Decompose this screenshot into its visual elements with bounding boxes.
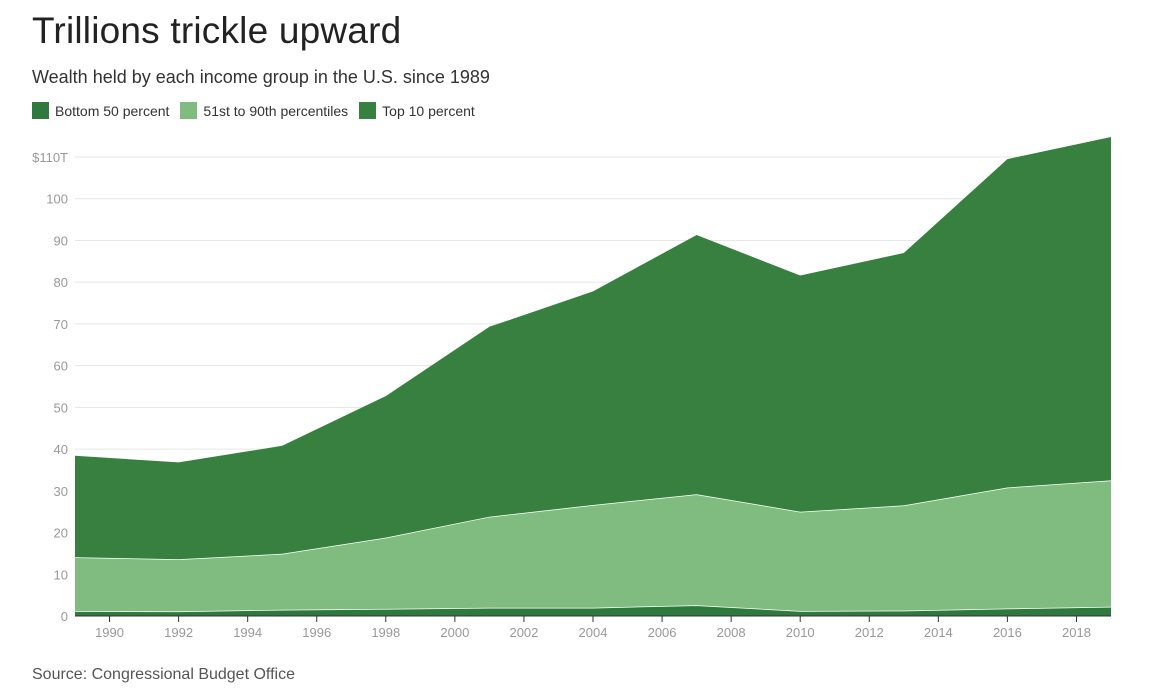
chart-title: Trillions trickle upward (32, 10, 402, 51)
legend-item-bottom-50: Bottom 50 percent (32, 102, 169, 119)
x-tick-label: 1992 (164, 625, 193, 640)
y-tick-label: 0 (61, 609, 68, 624)
area-middle40 (75, 480, 1111, 612)
legend-swatch-51-90 (180, 102, 198, 119)
source-note: Source: Congressional Budget Office (32, 666, 295, 683)
area-series (74, 137, 1112, 616)
x-tick-label: 2000 (440, 625, 469, 640)
x-tick-label: 2002 (509, 625, 538, 640)
x-tick-label: 2006 (648, 625, 677, 640)
legend-label-bottom-50: Bottom 50 percent (55, 102, 170, 119)
area-top10 (75, 137, 1111, 560)
x-tick-label: 1990 (95, 625, 124, 640)
y-tick-label: 80 (54, 275, 68, 290)
x-tick-label: 2012 (855, 625, 884, 640)
y-tick-label: 100 (46, 192, 68, 207)
y-tick-label: $110T (32, 150, 68, 165)
x-tick-label: 1994 (233, 625, 262, 640)
y-tick-label: 70 (54, 317, 68, 332)
y-tick-label: 10 (54, 567, 68, 582)
x-tick-label: 2018 (1062, 625, 1091, 640)
y-tick-label: 20 (54, 526, 68, 541)
axes: 0 10 20 30 40 50 60 70 80 90 100 $110T 1990 1992 1994 1… (32, 150, 1111, 640)
x-tick-label: 1998 (371, 625, 400, 640)
x-tick-label: 2014 (924, 625, 953, 640)
y-tick-label: 30 (54, 484, 68, 499)
y-tick-label: 60 (54, 359, 68, 374)
x-tick-label: 1996 (302, 625, 331, 640)
chart-subtitle: Wealth held by each income group in the … (32, 67, 490, 87)
legend-label-top-10: Top 10 percent (382, 102, 475, 119)
y-tick-label: 90 (54, 233, 68, 248)
y-tick-label: 50 (54, 400, 68, 415)
legend-swatch-bottom-50 (32, 102, 49, 119)
legend: Bottom 50 percent 51st to 90th percentil… (32, 102, 486, 119)
area-bottom50 (75, 605, 1111, 616)
legend-item-51-90: 51st to 90th percentiles (180, 102, 348, 119)
y-tick-label: 40 (54, 442, 68, 457)
legend-item-top-10: Top 10 percent (359, 102, 475, 119)
legend-swatch-top-10 (359, 102, 377, 119)
x-tick-label: 2008 (717, 625, 746, 640)
x-tick-label: 2016 (993, 625, 1022, 640)
legend-label-51-90: 51st to 90th percentiles (203, 102, 349, 119)
x-tick-label: 2010 (786, 625, 815, 640)
x-tick-label: 2004 (579, 625, 608, 640)
